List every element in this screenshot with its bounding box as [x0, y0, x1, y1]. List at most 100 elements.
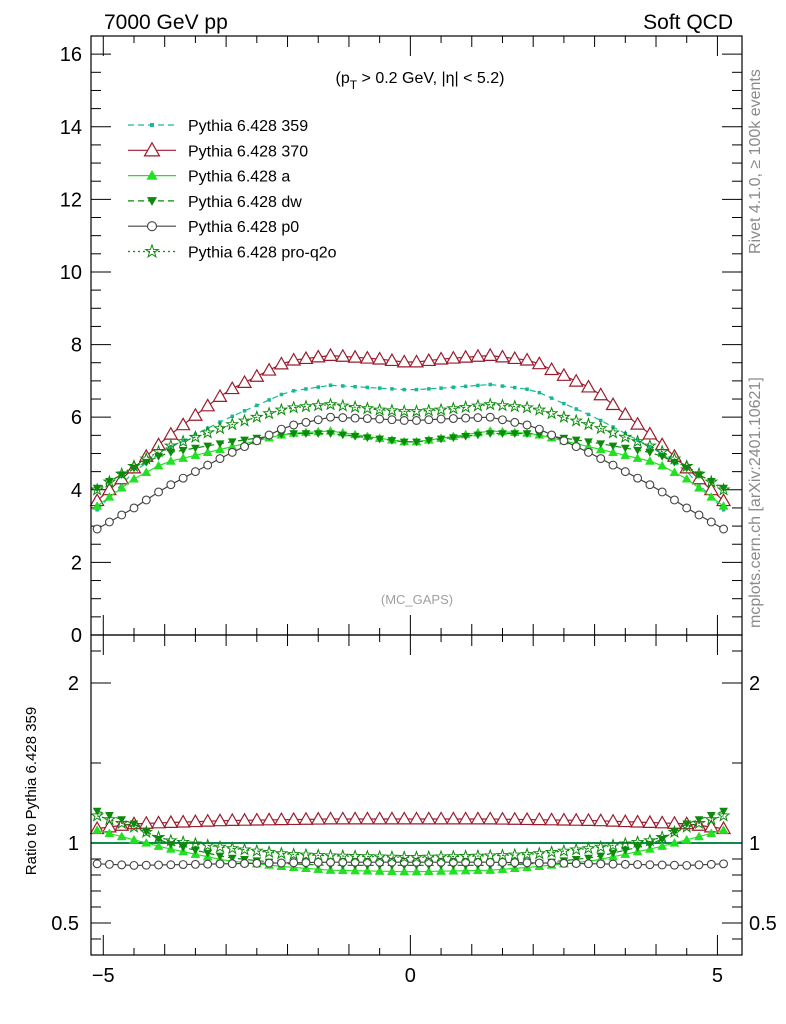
ratio-data-point [645, 841, 655, 849]
data-point [252, 436, 262, 446]
series-line [96, 432, 724, 489]
rivet-label: Rivet 4.1.0, ≥ 100k events [747, 69, 764, 254]
data-point [544, 406, 559, 420]
data-point [482, 347, 498, 361]
data-point [694, 510, 704, 520]
data-point [291, 389, 296, 393]
data-point [682, 503, 692, 513]
data-point [289, 430, 299, 438]
data-point [439, 386, 443, 390]
legend-label: Pythia 6.428 359 [188, 118, 308, 135]
ratio-data-point [682, 820, 692, 829]
data-point [704, 474, 719, 488]
data-point [141, 495, 151, 505]
data-point [721, 507, 726, 512]
ratio-data-point [166, 860, 176, 870]
data-point [323, 397, 338, 411]
data-point [483, 397, 498, 411]
legend-entry: Pythia 6.428 a [128, 169, 290, 186]
ratio-data-point [274, 846, 289, 860]
ratio-data-point [372, 811, 388, 825]
main-series [89, 347, 732, 534]
data-point [153, 460, 164, 470]
ratio-data-point [706, 828, 717, 838]
ratio-data-point [90, 808, 105, 822]
ratio-data-point [114, 815, 129, 830]
ratio-data-point [571, 859, 581, 868]
ratio-data-point [286, 847, 301, 861]
ratio-data-point [215, 859, 225, 869]
ratio-data-point [470, 811, 486, 825]
ratio-data-point [163, 833, 178, 847]
ratio-data-point [116, 831, 127, 841]
ratio-data-point [286, 811, 302, 826]
ratio-data-point [141, 860, 151, 870]
ratio-data-point [298, 811, 314, 825]
ratio-data-point [433, 811, 449, 825]
ratio-data-point [704, 812, 719, 826]
ratio-data-point [510, 858, 520, 868]
data-point [274, 402, 289, 416]
ratio-series-1 [92, 825, 729, 876]
data-point [387, 415, 397, 425]
data-point [116, 482, 127, 492]
series-1 [89, 347, 732, 507]
ratio-data-point [630, 814, 646, 828]
data-point [129, 473, 139, 483]
ratio-data-point [522, 858, 532, 868]
data-point [187, 407, 203, 421]
ratio-data-point [584, 859, 593, 869]
legend-entry: Pythia 6.428 dw [128, 194, 302, 211]
ratio-axes: 0.5 0.5 1 1 2 2 −5 0 5 [51, 635, 777, 987]
ratio-data-point [225, 841, 240, 855]
data-point [399, 438, 409, 447]
data-point [242, 409, 247, 413]
data-point [102, 474, 117, 488]
data-point [372, 351, 388, 365]
data-point [151, 437, 167, 451]
data-point [436, 414, 446, 424]
data-point [399, 415, 409, 425]
ratio-data-point [458, 849, 473, 863]
ratio-data-point [630, 834, 645, 849]
ratio-tick-label-right: 1 [749, 833, 760, 855]
data-point [571, 442, 581, 452]
ratio-data-point [301, 858, 311, 868]
data-point [424, 437, 434, 445]
data-point [635, 438, 640, 442]
legend-marker [146, 221, 158, 232]
data-point [104, 492, 115, 501]
data-point [203, 442, 213, 451]
ratio-data-point [718, 825, 729, 834]
ratio-data-point [154, 860, 164, 870]
data-point [227, 447, 237, 457]
legend-label: Pythia 6.428 a [188, 169, 290, 186]
data-point [436, 435, 446, 444]
data-point [718, 501, 729, 510]
data-point [433, 351, 449, 365]
ratio-data-point [212, 813, 228, 827]
data-point [335, 348, 351, 362]
data-point [289, 420, 299, 430]
data-point [644, 456, 655, 465]
data-point [139, 451, 154, 465]
data-point [230, 414, 235, 419]
ratio-data-point [633, 860, 643, 870]
ratio-data-point [264, 858, 274, 868]
ratio-tick-label: 1 [68, 833, 79, 855]
data-point [618, 429, 633, 444]
data-point [178, 446, 188, 455]
data-point [694, 482, 704, 492]
data-point [719, 484, 728, 493]
data-point [537, 390, 542, 395]
ratio-data-point [556, 812, 572, 826]
ratio-data-point [719, 859, 729, 869]
data-point [141, 467, 152, 476]
ratio-data-point [471, 848, 485, 862]
ratio-data-point [716, 808, 731, 822]
series-0 [95, 382, 726, 512]
ratio-data-point [694, 816, 704, 824]
ratio-data-point [166, 841, 176, 849]
data-point [397, 404, 412, 418]
data-point [276, 424, 286, 434]
